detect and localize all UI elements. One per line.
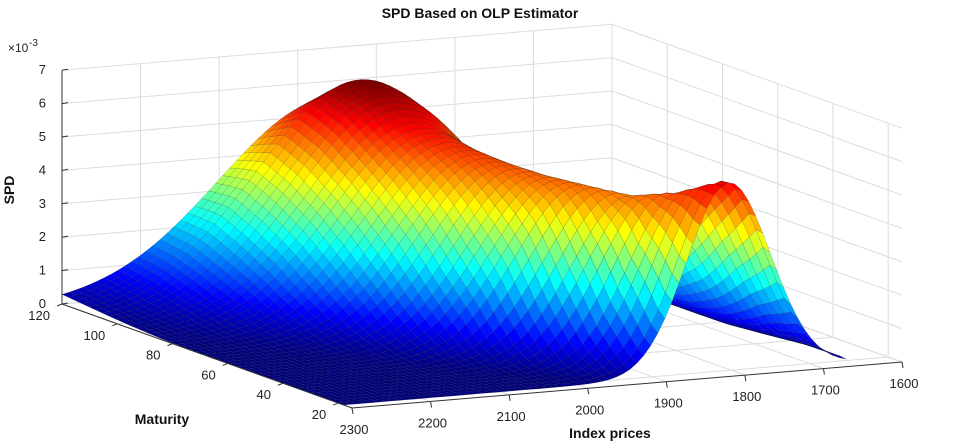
z-tick-mark	[61, 135, 69, 138]
x-tick-mark	[167, 343, 173, 347]
y-tick-mark	[665, 381, 668, 388]
y-tick-mark	[351, 407, 354, 415]
grid-line	[611, 123, 903, 229]
y-axis-label: Index prices	[569, 425, 651, 441]
grid-line	[611, 57, 903, 163]
y-tick-label: 2200	[418, 415, 447, 430]
z-tick-mark	[61, 269, 69, 272]
x-tick-mark	[112, 323, 118, 327]
x-tick-mark	[333, 402, 339, 406]
x-tick-label: 120	[28, 308, 50, 323]
x-tick-mark	[56, 303, 63, 307]
axis-line	[61, 303, 353, 409]
y-tick-mark	[901, 361, 904, 369]
axis-line	[351, 361, 903, 409]
x-tick-label: 100	[84, 328, 106, 343]
z-tick-label: 0	[39, 296, 46, 311]
y-tick-mark	[822, 368, 825, 375]
z-axis-label: SPD	[1, 176, 17, 205]
z-tick-label: 1	[39, 263, 46, 278]
grid-line	[61, 57, 613, 105]
grid-line	[611, 157, 903, 263]
y-tick-label: 1800	[732, 389, 761, 404]
x-tick-label: 60	[201, 367, 215, 382]
y-tick-mark	[430, 401, 433, 408]
grid-line	[611, 90, 903, 196]
y-tick-label: 1700	[811, 383, 840, 398]
z-tick-mark	[61, 68, 69, 71]
y-tick-mark	[744, 375, 747, 382]
z-tick-mark	[61, 202, 69, 205]
axis-box	[56, 68, 904, 415]
x-axis-label: Maturity	[135, 411, 190, 427]
x-tick-label: 20	[312, 407, 326, 422]
x-tick-mark	[277, 382, 284, 386]
z-exponent-power: -3	[29, 38, 38, 49]
y-tick-label: 1600	[890, 376, 919, 391]
tick-labels: 0 1 2 3 4 5 6 7 20 40 60 80 100 120 1600 1700 1800 1900 20…	[28, 62, 918, 437]
chart-title: SPD Based on OLP Estimator	[382, 5, 579, 21]
x-tick-mark	[222, 362, 228, 366]
z-tick-label: 7	[39, 62, 46, 77]
z-tick-label: 2	[39, 229, 46, 244]
z-exponent-base: ×10	[8, 41, 29, 55]
z-tick-mark	[61, 235, 69, 238]
y-tick-label: 1900	[654, 396, 683, 411]
y-tick-mark	[508, 394, 511, 401]
z-tick-label: 3	[39, 196, 46, 211]
y-tick-mark	[587, 388, 590, 395]
surface-mesh	[61, 79, 847, 406]
z-tick-mark	[61, 168, 69, 171]
surface-patch	[825, 351, 840, 358]
z-tick-label: 6	[39, 96, 46, 111]
z-tick-mark	[61, 302, 69, 305]
x-tick-label: 40	[256, 387, 270, 402]
y-tick-label: 2100	[497, 409, 526, 424]
x-tick-label: 80	[146, 348, 160, 363]
surface-patch	[832, 353, 847, 360]
grid-line	[61, 23, 613, 71]
z-tick-label: 4	[39, 162, 46, 177]
grid-line	[611, 23, 903, 129]
y-tick-label: 2300	[340, 422, 369, 437]
y-tick-label: 2000	[575, 402, 604, 417]
z-tick-label: 5	[39, 129, 46, 144]
z-tick-mark	[61, 102, 69, 105]
